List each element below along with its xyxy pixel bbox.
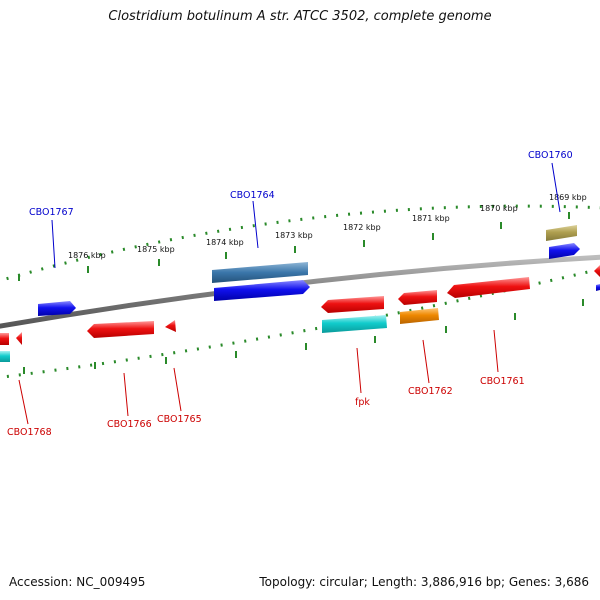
feature-CBO1760[interactable] (549, 243, 580, 259)
scale-label-1876: 1876 kbp (68, 251, 106, 260)
scale-label-1871: 1871 kbp (412, 214, 450, 223)
feature-edge-right[interactable] (594, 265, 600, 291)
lower-major-ticks (23, 299, 584, 374)
label-CBO1764[interactable]: CBO1764 (230, 190, 275, 201)
plus-leaders (51, 162, 561, 269)
accession-text: Accession: NC_009495 (9, 575, 146, 589)
label-CBO1765[interactable]: CBO1765 (157, 414, 202, 425)
feature-CBO1764-steelblue[interactable] (212, 262, 308, 283)
label-CBO1766[interactable]: CBO1766 (107, 419, 152, 430)
map-title: Clostridium botulinum A str. ATCC 3502, … (108, 9, 492, 24)
label-CBO1768[interactable]: CBO1768 (7, 427, 52, 438)
feature-CBO1762[interactable] (398, 290, 439, 324)
scale-label-1873: 1873 kbp (275, 231, 313, 240)
feature-CBO1766[interactable] (87, 321, 154, 338)
feature-CBO1764[interactable] (214, 280, 310, 301)
scale-label-1869: 1869 kbp (549, 193, 587, 202)
feature-CBO1761[interactable] (447, 277, 530, 298)
feature-CBO1768[interactable] (0, 332, 22, 362)
label-CBO1761[interactable]: CBO1761 (480, 376, 525, 387)
feature-CBO1765[interactable] (165, 320, 176, 332)
scale-label-1874: 1874 kbp (206, 238, 244, 247)
scale-label-1870: 1870 kbp (480, 204, 518, 213)
label-fpk[interactable]: fpk (355, 397, 370, 408)
label-CBO1762[interactable]: CBO1762 (408, 386, 453, 397)
feature-CBO1760-olive[interactable] (546, 225, 577, 241)
scale-label-1875: 1875 kbp (137, 245, 175, 254)
label-CBO1767[interactable]: CBO1767 (29, 207, 74, 218)
scale-label-1872: 1872 kbp (343, 223, 381, 232)
minus-leaders (18, 329, 499, 425)
feature-CBO1767[interactable] (38, 301, 76, 316)
genome-summary-text: Topology: circular; Length: 3,886,916 bp… (259, 575, 589, 589)
label-CBO1760[interactable]: CBO1760 (528, 150, 573, 161)
upper-major-ticks (18, 212, 570, 281)
feature-fpk[interactable] (321, 296, 387, 333)
